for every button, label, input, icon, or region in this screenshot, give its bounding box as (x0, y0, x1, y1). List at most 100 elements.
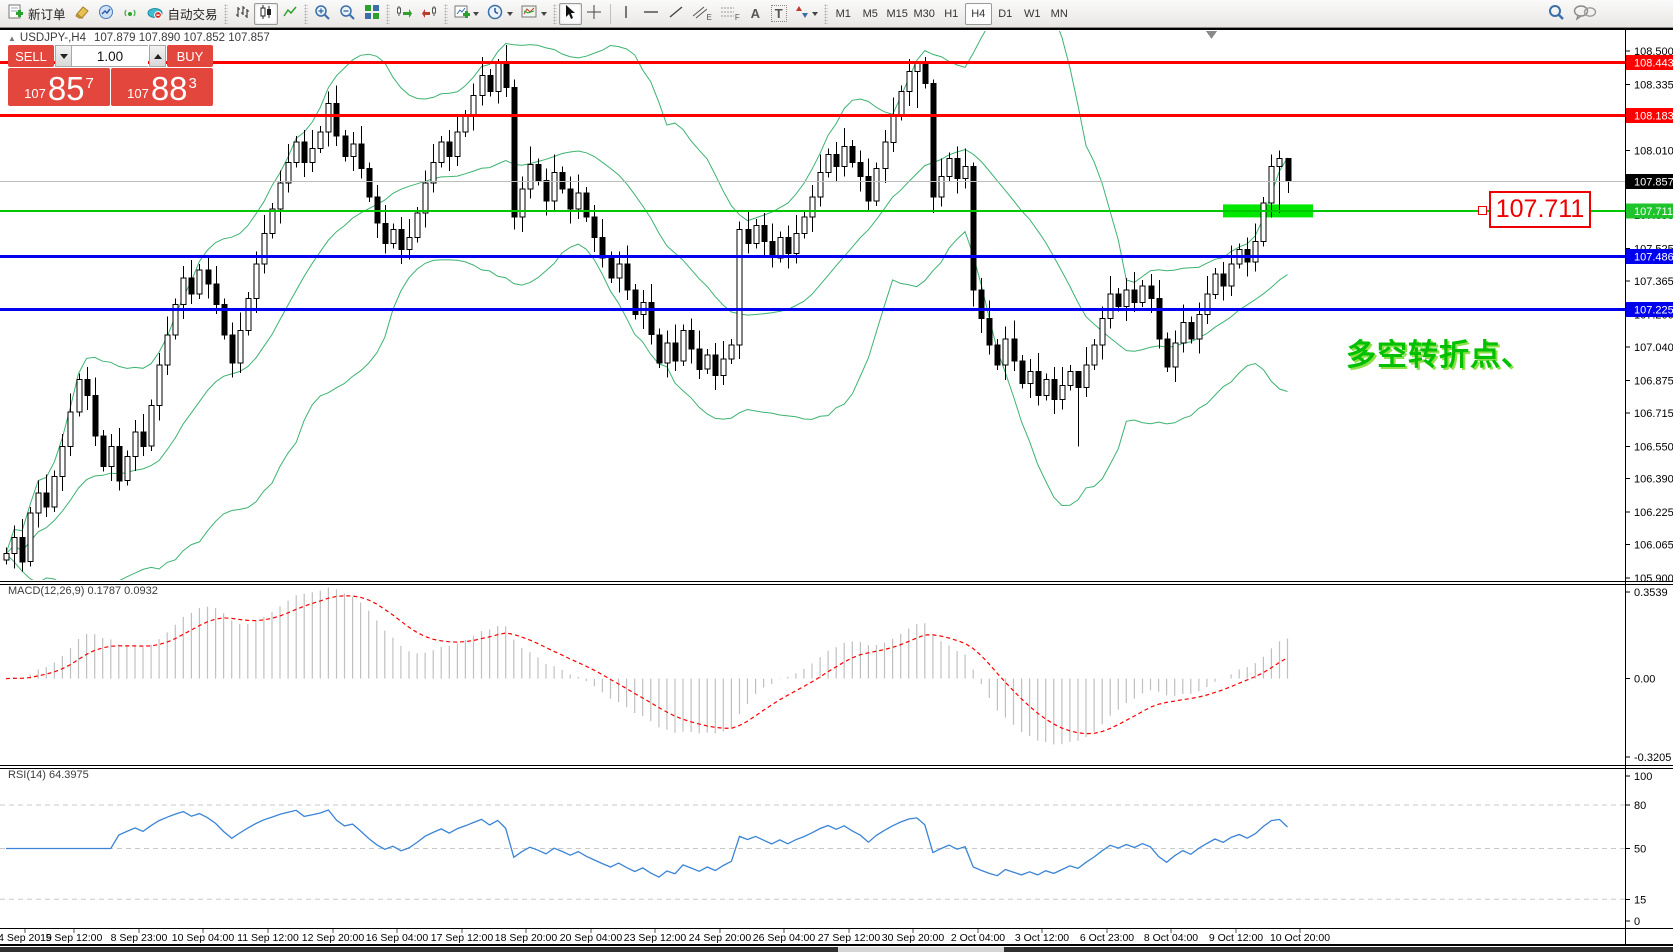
periods-button[interactable] (483, 3, 517, 25)
search-button[interactable] (1544, 3, 1569, 25)
tile-windows-icon (364, 4, 380, 23)
signal-button[interactable] (118, 3, 142, 25)
zoom-out-button[interactable] (335, 3, 360, 25)
autotrading-label: 自动交易 (167, 8, 218, 22)
eraser-button[interactable] (70, 3, 94, 25)
candlesticks (3, 44, 1292, 572)
chart-borders (0, 30, 1673, 952)
arrows-tool-button[interactable] (791, 3, 822, 25)
horizontal-level-lines[interactable] (0, 61, 1625, 311)
sell-price-sup: 7 (85, 75, 94, 92)
horizontal-line-tool-button[interactable] (638, 3, 664, 25)
add-indicator-button[interactable] (450, 3, 483, 25)
svg-text:24 Sep 20:00: 24 Sep 20:00 (689, 932, 752, 944)
tile-windows-button[interactable] (360, 3, 384, 25)
volume-increase-button[interactable] (149, 45, 166, 67)
channel-letter: E (706, 13, 712, 22)
buy-price-display[interactable]: 107 88 3 (111, 68, 213, 106)
fibonacci-tool-button[interactable]: F (716, 3, 744, 25)
price-label-box[interactable]: 107.711 (1489, 191, 1591, 228)
add-indicator-caret (472, 11, 479, 16)
cursor-tool-button[interactable] (558, 2, 582, 25)
timeframe-h4[interactable]: H4 (964, 2, 992, 25)
timeframe-group: M1 M5 M15 M30 H1 H4 D1 W1 MN (830, 2, 1073, 25)
candlestick-button[interactable] (253, 2, 278, 25)
equidistant-channel-tool-button[interactable]: E (688, 3, 716, 25)
text-label-icon: T (770, 5, 787, 22)
trendline-icon (668, 4, 684, 23)
zoom-in-button[interactable] (310, 3, 335, 25)
svg-text:100: 100 (1634, 771, 1652, 783)
svg-text:106.225: 106.225 (1634, 507, 1673, 519)
chart-shift-button[interactable] (417, 3, 442, 25)
price-axis[interactable]: 108.500108.335108.170108.010107.850107.6… (1625, 46, 1673, 928)
svg-text:0.00: 0.00 (1634, 674, 1655, 686)
collapse-panel-icon[interactable]: ▲ (8, 34, 16, 43)
svg-text:23 Sep 12:00: 23 Sep 12:00 (624, 932, 687, 944)
chart-title[interactable]: ▲ USDJPY-,H4 107.879 107.890 107.852 107.8… (8, 32, 270, 44)
sell-price-display[interactable]: 107 85 7 (8, 68, 110, 106)
trendline-tool-button[interactable] (664, 3, 688, 25)
price-label-anchor[interactable] (1478, 206, 1487, 215)
chat-button[interactable] (1569, 3, 1601, 25)
svg-text:20 Sep 04:00: 20 Sep 04:00 (560, 932, 623, 944)
svg-text:26 Sep 04:00: 26 Sep 04:00 (753, 932, 816, 944)
timeframe-m15[interactable]: M15 (886, 7, 908, 20)
chart-annotation-text[interactable]: 多空转折点、 (1346, 339, 1532, 372)
timeframe-m1[interactable]: M1 (835, 7, 851, 20)
toolbar-grip (385, 3, 390, 24)
svg-text:106.550: 106.550 (1634, 441, 1673, 453)
toolbar-grip (443, 3, 448, 24)
crosshair-icon (586, 4, 602, 23)
timeframe-m5[interactable]: M5 (862, 7, 878, 20)
timeframe-w1[interactable]: W1 (1023, 7, 1041, 20)
volume-input[interactable]: 1.00 (72, 45, 148, 67)
svg-text:2 Oct 04:00: 2 Oct 04:00 (951, 932, 1005, 944)
svg-text:3 Oct 12:00: 3 Oct 12:00 (1015, 932, 1069, 944)
timeframe-h1[interactable]: H1 (944, 7, 959, 20)
vertical-line-tool-button[interactable] (615, 3, 638, 25)
new-order-button[interactable]: 新订单 (4, 3, 70, 25)
svg-text:105.900: 105.900 (1634, 573, 1673, 585)
candlestick-icon (258, 4, 274, 23)
equidistant-channel-icon (692, 5, 707, 22)
sell-price-big: 85 (47, 69, 85, 107)
volume-decrease-button[interactable] (55, 45, 72, 67)
zoom-out-icon (339, 4, 356, 24)
line-chart-icon (282, 4, 298, 23)
svg-text:80: 80 (1634, 800, 1646, 812)
svg-text:107.857: 107.857 (1634, 176, 1673, 188)
svg-text:27 Sep 12:00: 27 Sep 12:00 (818, 932, 881, 944)
timeframe-mn[interactable]: MN (1050, 7, 1068, 20)
svg-text:17 Sep 12:00: 17 Sep 12:00 (431, 932, 494, 944)
svg-text:106.715: 106.715 (1634, 408, 1673, 420)
toolbar-right (1544, 0, 1673, 28)
chat-icon (1573, 4, 1597, 24)
increase-icon (153, 53, 162, 59)
autotrading-button[interactable]: 自动交易 (142, 3, 222, 25)
auto-scroll-button[interactable] (392, 3, 417, 25)
toolbar-separator (609, 3, 611, 24)
crosshair-tool-button[interactable] (582, 3, 606, 25)
timeframe-d1[interactable]: D1 (998, 7, 1013, 20)
svg-text:6 Oct 23:00: 6 Oct 23:00 (1080, 932, 1134, 944)
svg-text:0.3539: 0.3539 (1634, 587, 1668, 599)
buy-button[interactable]: BUY (167, 45, 213, 67)
svg-text:50: 50 (1634, 844, 1646, 856)
sell-button[interactable]: SELL (8, 45, 54, 67)
periods-clock-icon (487, 4, 504, 24)
chart-profile-button[interactable] (94, 3, 118, 25)
vertical-line-icon (621, 4, 631, 23)
svg-text:108.443: 108.443 (1634, 58, 1673, 70)
timeframe-m30[interactable]: M30 (913, 7, 935, 20)
svg-text:15: 15 (1634, 894, 1646, 906)
line-chart-button[interactable] (278, 3, 302, 25)
templates-icon (521, 4, 538, 23)
text-tool-button[interactable]: A (744, 3, 767, 25)
bar-chart-button[interactable] (230, 3, 254, 25)
new-order-icon (8, 4, 24, 23)
text-label-tool-button[interactable]: T (767, 3, 791, 25)
templates-button[interactable] (517, 3, 551, 25)
